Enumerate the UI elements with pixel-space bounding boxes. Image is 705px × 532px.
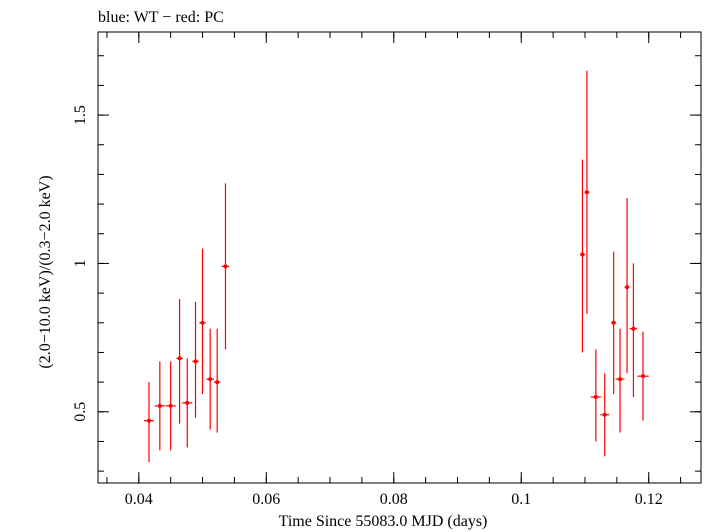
x-axis-label: Time Since 55083.0 MJD (days)	[279, 513, 488, 530]
chart-title: blue: WT − red: PC	[98, 9, 224, 26]
data-point	[176, 299, 183, 424]
data-point	[182, 358, 193, 448]
point-marker	[580, 252, 585, 257]
y-tick-label: 0.5	[72, 402, 89, 422]
data-point	[629, 263, 638, 397]
x-tick-label: 0.04	[125, 491, 153, 508]
point-marker	[611, 320, 616, 325]
x-tick-label: 0.12	[635, 491, 663, 508]
point-marker	[215, 380, 220, 385]
point-marker	[593, 394, 598, 399]
x-tick-label: 0.1	[511, 491, 531, 508]
data-point	[199, 248, 206, 394]
point-marker	[185, 400, 190, 405]
point-marker	[208, 377, 213, 382]
data-point	[637, 331, 649, 421]
point-marker	[168, 403, 173, 408]
data-point	[615, 328, 625, 433]
point-marker	[640, 374, 645, 379]
axis-ticks	[98, 32, 701, 483]
point-marker	[157, 403, 162, 408]
point-marker	[223, 264, 228, 269]
point-marker	[631, 326, 636, 331]
data-point	[624, 198, 630, 374]
y-tick-labels: 0.5 1 1.5	[72, 105, 89, 422]
data-point	[600, 373, 610, 457]
point-marker	[602, 412, 607, 417]
data-point	[206, 328, 215, 430]
data-point	[154, 361, 165, 451]
point-marker	[146, 418, 151, 423]
point-marker	[177, 356, 182, 361]
data-point	[590, 349, 601, 442]
data-point	[165, 361, 176, 451]
point-marker	[200, 320, 205, 325]
y-tick-label: 1.5	[72, 105, 89, 125]
plot-frame	[97, 31, 702, 484]
point-marker	[584, 190, 589, 195]
data-point	[611, 251, 617, 394]
data-point	[579, 159, 585, 353]
x-tick-label: 0.06	[252, 491, 280, 508]
data-points	[143, 70, 649, 463]
data-point	[143, 382, 155, 463]
data-point	[221, 183, 230, 350]
point-marker	[618, 377, 623, 382]
x-tick-label: 0.08	[380, 491, 408, 508]
y-tick-label: 1	[72, 259, 89, 267]
point-marker	[625, 285, 630, 290]
y-axis-label: (2.0−10.0 keV)/(0.3−2.0 keV)	[37, 175, 54, 368]
point-marker	[193, 359, 198, 364]
data-point	[584, 70, 590, 314]
data-point	[214, 328, 221, 433]
data-point	[192, 302, 199, 418]
x-tick-labels: 0.04 0.06 0.08 0.1 0.12	[125, 491, 663, 508]
